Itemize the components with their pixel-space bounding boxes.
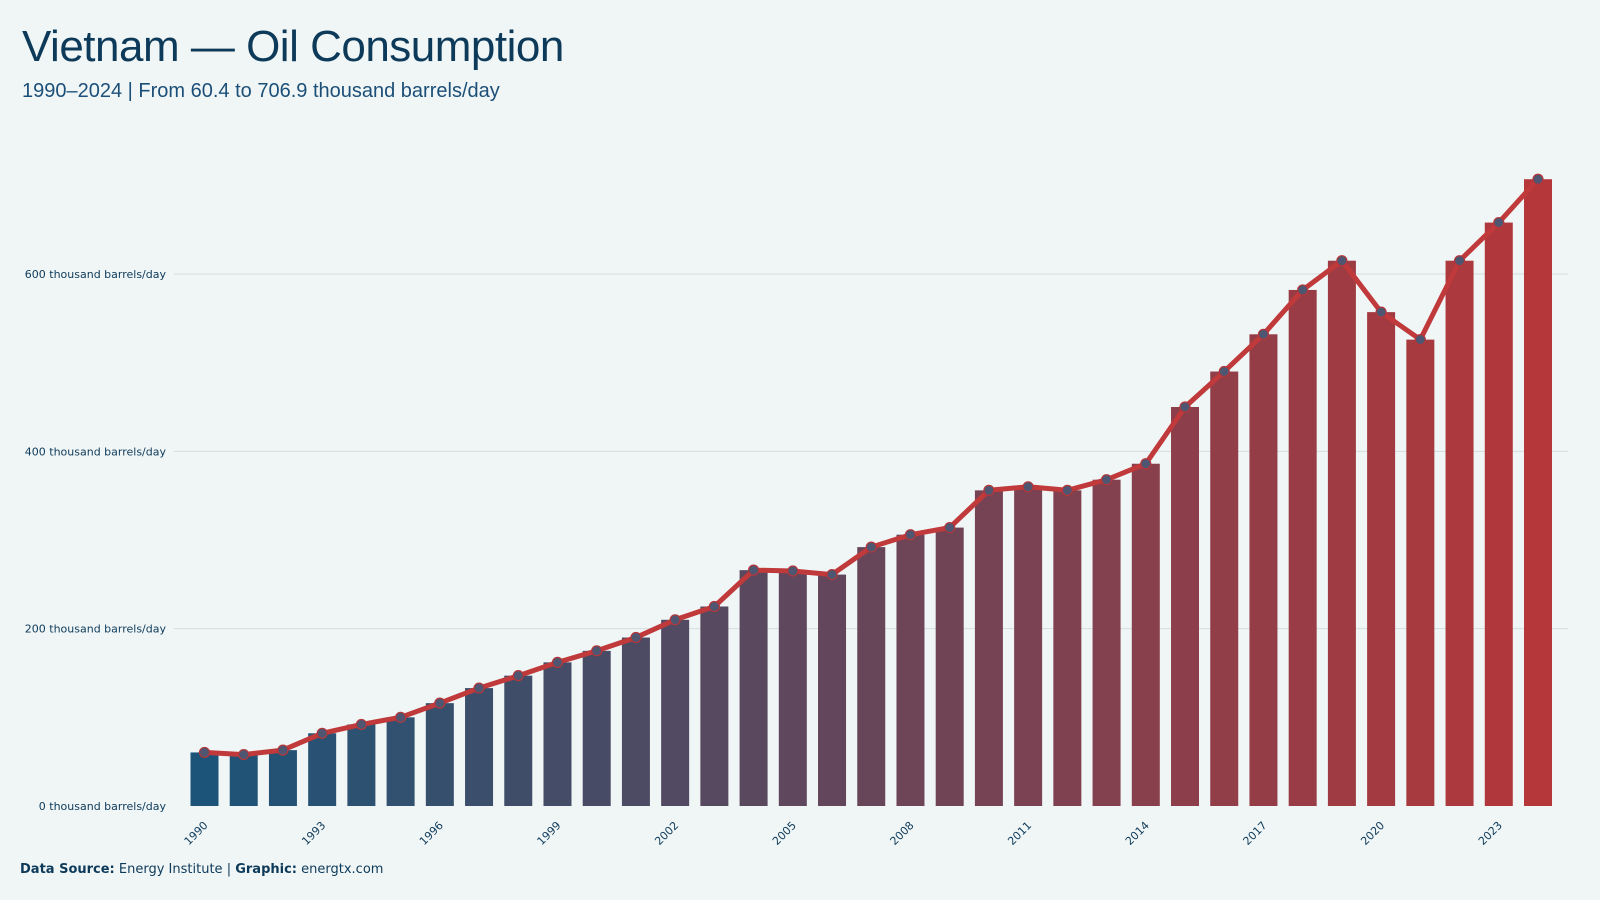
marker-1999 [551, 656, 564, 668]
bar-2003 [700, 606, 729, 806]
x-tick-label-2020: 2020 [1358, 819, 1387, 848]
chart-subtitle: 1990–2024 | From 60.4 to 706.9 thousand … [22, 80, 500, 102]
bar-2024 [1524, 179, 1552, 806]
bar-2023 [1484, 222, 1513, 806]
marker-2024 [1532, 173, 1544, 185]
y-tick-label-600: 600 thousand barrels/day [25, 268, 167, 281]
x-tick-label-2005: 2005 [770, 819, 799, 848]
marker-1991 [238, 748, 250, 761]
marker-2017 [1257, 328, 1270, 340]
marker-1996 [434, 697, 446, 709]
bar-1994 [347, 724, 376, 806]
bar-1999 [543, 662, 572, 806]
x-axis-tick-labels: 1990 1993 1996 1999 2002 2005 2008 2011 2014 2017… [182, 819, 1505, 848]
bar-1996 [425, 703, 454, 806]
marker-2016 [1218, 365, 1230, 378]
bar-2021 [1406, 339, 1435, 806]
bar-2004 [739, 570, 768, 806]
marker-2001 [630, 631, 642, 644]
graphic-label: Graphic: [235, 862, 297, 877]
bar-2006 [818, 574, 847, 806]
marker-2008 [904, 529, 917, 541]
marker-2012 [1061, 484, 1073, 496]
marker-2009 [944, 521, 956, 534]
x-tick-label-2023: 2023 [1476, 819, 1505, 848]
bar-2015 [1171, 407, 1200, 806]
marker-2020 [1375, 306, 1387, 318]
marker-2003 [708, 600, 720, 613]
x-tick-label-2017: 2017 [1241, 819, 1270, 848]
bar-2012 [1053, 490, 1082, 806]
graphic-value: energtx.com [301, 862, 384, 877]
marker-1994 [355, 718, 367, 731]
bars [190, 179, 1552, 807]
marker-1993 [316, 727, 328, 739]
bar-1995 [386, 717, 415, 806]
bar-2019 [1327, 260, 1356, 806]
footer: Data Source: Energy Institute | Graphic:… [20, 862, 383, 877]
marker-2015 [1179, 401, 1191, 413]
bar-2008 [896, 534, 925, 806]
y-tick-label-0: 0 thousand barrels/day [39, 800, 167, 813]
y-axis-tick-labels: 0 thousand barrels/day 200 thousand barre… [25, 268, 167, 813]
marker-2023 [1493, 216, 1505, 229]
bar-2001 [621, 637, 650, 806]
line-markers [198, 173, 1544, 761]
x-tick-label-1996: 1996 [417, 819, 446, 848]
marker-2004 [747, 564, 760, 576]
marker-1990 [198, 746, 211, 759]
footer-separator: | [226, 862, 232, 877]
marker-1992 [277, 744, 289, 756]
y-tick-label-400: 400 thousand barrels/day [25, 445, 167, 458]
marker-2014 [1140, 458, 1152, 470]
bar-2011 [1014, 486, 1043, 806]
marker-2018 [1297, 284, 1309, 296]
marker-2021 [1414, 334, 1426, 346]
bar-1992 [268, 750, 297, 806]
bar-2013 [1092, 479, 1121, 806]
bar-2009 [935, 527, 964, 806]
marker-2010 [983, 484, 995, 496]
marker-2011 [1022, 481, 1034, 493]
bar-1990 [190, 752, 219, 806]
bar-2002 [661, 619, 690, 806]
bar-2017 [1249, 334, 1278, 806]
bar-2014 [1131, 463, 1160, 806]
x-tick-label-1993: 1993 [299, 819, 328, 848]
marker-2022 [1453, 255, 1466, 267]
source-label: Data Source: [20, 862, 115, 877]
bar-2016 [1210, 371, 1239, 806]
x-tick-label-2011: 2011 [1005, 819, 1034, 848]
source-value: Energy Institute [118, 862, 223, 877]
marker-2006 [826, 568, 838, 581]
x-tick-label-1990: 1990 [182, 819, 211, 848]
bar-2010 [974, 490, 1003, 806]
bar-2022 [1445, 260, 1474, 806]
x-tick-label-2014: 2014 [1123, 819, 1152, 848]
chart-title: Vietnam — Oil Consumption [22, 22, 564, 71]
marker-2013 [1100, 474, 1113, 486]
x-tick-label-2002: 2002 [652, 819, 681, 848]
marker-2007 [865, 541, 877, 553]
bar-1997 [465, 688, 494, 806]
bar-1993 [308, 733, 337, 806]
bar-2018 [1288, 289, 1317, 807]
marker-1997 [473, 682, 485, 694]
bar-1991 [229, 754, 258, 806]
bar-2007 [857, 547, 886, 806]
x-tick-label-1999: 1999 [535, 819, 564, 848]
marker-2019 [1336, 255, 1348, 267]
marker-2002 [669, 614, 681, 626]
bar-2000 [582, 650, 611, 806]
y-tick-label-200: 200 thousand barrels/day [25, 623, 167, 636]
bar-2005 [778, 571, 807, 806]
marker-1998 [512, 670, 524, 682]
bar-2020 [1367, 312, 1396, 806]
x-tick-label-2008: 2008 [888, 819, 917, 848]
marker-1995 [395, 711, 407, 723]
marker-2000 [591, 645, 603, 657]
bar-1998 [504, 675, 533, 806]
marker-2005 [787, 565, 799, 577]
